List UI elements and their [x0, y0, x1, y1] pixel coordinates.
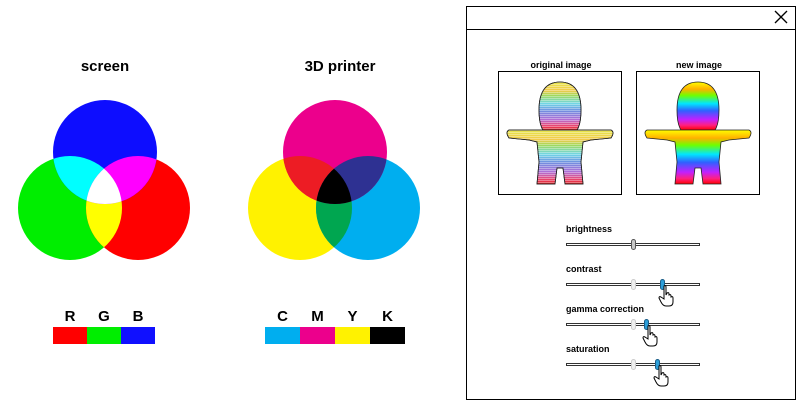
slider-label-gamma-correction: gamma correction [566, 304, 645, 314]
cyan-overlap [53, 156, 122, 204]
new-image-caption: new image [675, 60, 722, 70]
new-figure-image [644, 81, 752, 185]
slider-label-contrast: contrast [566, 264, 602, 274]
red-overlap [283, 156, 352, 204]
hand-cursor-icon [642, 325, 660, 347]
slider-label-brightness: brightness [566, 224, 613, 234]
new-image-frame [636, 71, 760, 195]
slider-handle-saturation[interactable] [655, 359, 661, 370]
swatch-label-c: C [277, 308, 288, 325]
swatch-label-k: K [382, 308, 393, 325]
original-image-caption: original image [530, 60, 592, 70]
swatch-k [370, 327, 405, 344]
window-titlebar [467, 7, 795, 30]
slider-previous-position [631, 319, 636, 330]
original-figure-image [506, 81, 614, 185]
hand-cursor-icon [653, 365, 671, 387]
magenta-overlap [86, 156, 157, 204]
slider-previous-position [631, 279, 636, 290]
printer-title: 3D printer [304, 58, 376, 75]
screen-title: screen [80, 58, 130, 75]
slider-handle-gamma-correction[interactable] [644, 319, 650, 330]
blue-overlap [316, 156, 387, 204]
slider-handle-brightness[interactable] [631, 239, 636, 250]
swatch-label-m: M [311, 308, 324, 325]
swatch-label-r: R [64, 308, 76, 325]
swatch-r [53, 327, 87, 344]
swatch-g [87, 327, 121, 344]
additive-venn-diagram [18, 100, 190, 260]
image-adjust-window: original image new image [466, 6, 796, 400]
swatch-label-b: B [132, 308, 144, 325]
swatch-label-g: G [98, 308, 110, 325]
slider-handle-contrast[interactable] [660, 279, 666, 290]
swatch-m [300, 327, 335, 344]
slider-previous-position [631, 359, 636, 370]
swatch-c [265, 327, 300, 344]
original-image-frame [498, 71, 622, 195]
swatch-b [121, 327, 155, 344]
slider-label-saturation: saturation [566, 344, 610, 354]
hand-cursor-icon [658, 285, 676, 307]
swatch-label-y: Y [347, 308, 358, 325]
swatch-y [335, 327, 370, 344]
subtractive-venn-diagram [248, 100, 420, 260]
close-icon[interactable] [773, 9, 789, 25]
